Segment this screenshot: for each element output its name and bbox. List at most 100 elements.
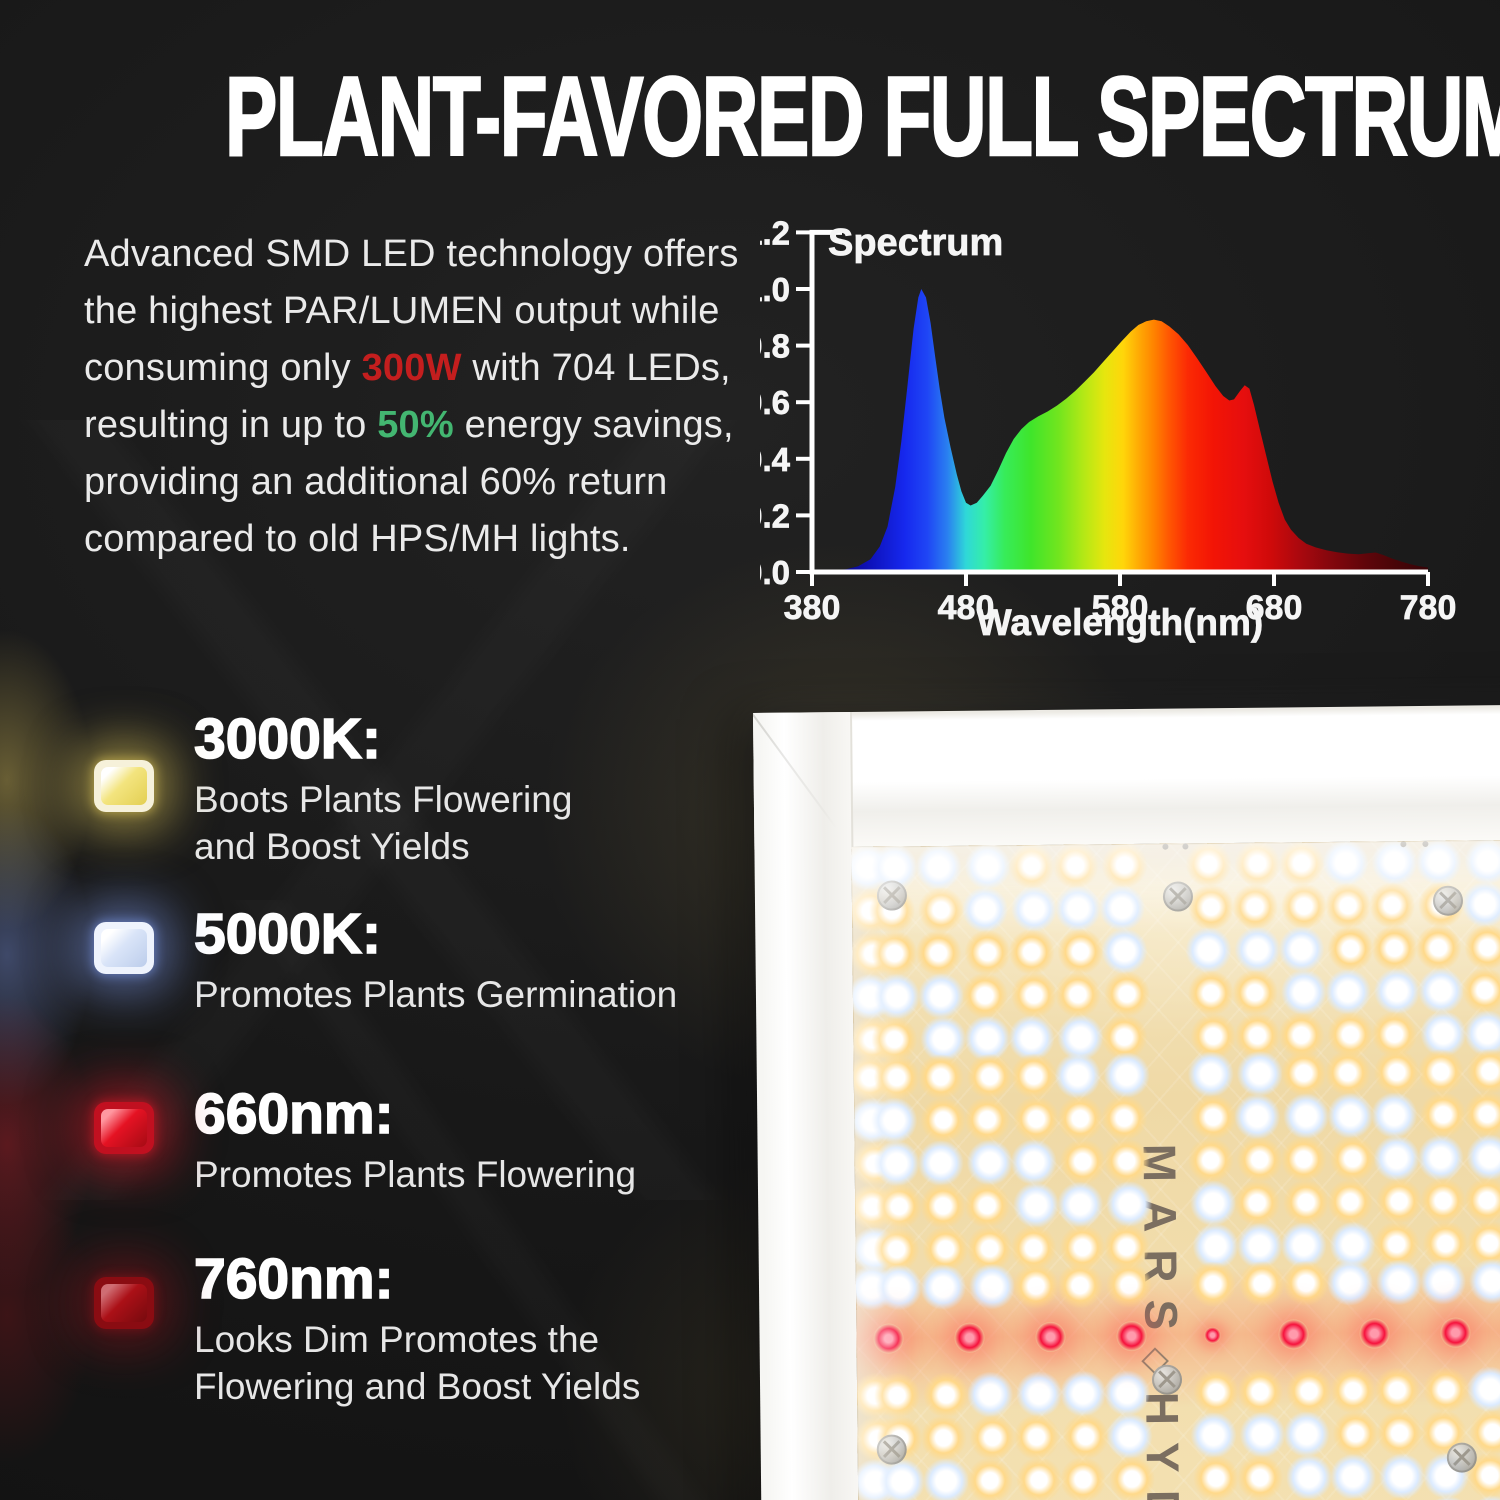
intro-text: energy savings, providing an additional … <box>84 404 734 560</box>
led-cool <box>1054 885 1102 932</box>
led-warm <box>1052 842 1099 889</box>
led-cool <box>1461 881 1500 928</box>
led-warm <box>1236 1136 1283 1183</box>
led-cool <box>1326 1259 1374 1307</box>
led-warm <box>1368 882 1416 929</box>
page-title: PLANT-FAVORED FULL SPECTRUM <box>224 54 1500 179</box>
led-warm <box>1236 1368 1284 1415</box>
led-warm <box>915 929 962 977</box>
led-cool <box>1324 968 1372 1016</box>
y-tick-label: 0.2 <box>760 497 790 534</box>
led-red <box>1278 1319 1309 1350</box>
led-warm <box>920 1414 967 1462</box>
led-cool <box>1417 1134 1464 1182</box>
led-warm <box>1417 1048 1465 1096</box>
led-warm <box>1189 1260 1237 1308</box>
led-warm <box>917 1053 965 1101</box>
led-chip-660nm-icon <box>94 1102 154 1154</box>
mounting-hole <box>1182 843 1189 850</box>
led-cool <box>1059 1370 1107 1417</box>
intro-text: with 704 LEDs, resulting in up to <box>84 347 731 446</box>
led-warm <box>1192 1368 1240 1416</box>
led-cool <box>919 1263 967 1311</box>
led-cool <box>1278 926 1325 973</box>
led-cool <box>1239 1411 1286 1458</box>
led-cool <box>1010 1138 1057 1186</box>
led-warm <box>1103 970 1151 1018</box>
led-warm <box>1285 1367 1333 1415</box>
led-red <box>1116 1320 1147 1352</box>
led-cool <box>915 843 962 891</box>
led-cool <box>1106 1412 1153 1460</box>
intro-text: Advanced SMD LED technology offers the h… <box>84 233 739 389</box>
led-warm <box>963 1182 1011 1229</box>
panel-frame-top <box>753 703 1500 850</box>
led-cool <box>1012 1181 1060 1229</box>
edge-glow-cool <box>0 805 92 1105</box>
led-cool <box>1327 1092 1374 1140</box>
led-warm <box>919 1182 967 1230</box>
led-red <box>1035 1321 1066 1353</box>
led-warm <box>1013 1095 1060 1143</box>
led-warm <box>1371 925 1418 972</box>
led-cool <box>964 843 1011 890</box>
led-warm <box>873 1372 921 1419</box>
led-warm <box>1057 1095 1104 1142</box>
led-warm <box>1192 1454 1240 1500</box>
led-warm <box>1108 1455 1156 1500</box>
chart-title: Spectrum <box>828 222 1003 264</box>
feature-description: Promotes Plants Germination <box>194 974 678 1015</box>
led-warm <box>1187 1136 1234 1184</box>
led-cool <box>1283 1092 1330 1140</box>
led-cool <box>1190 1411 1237 1459</box>
led-chip-3000k-icon <box>94 760 154 812</box>
led-warm <box>1010 1052 1058 1100</box>
led-cool <box>1054 1052 1102 1099</box>
feature-title: 660nm: <box>193 1082 394 1146</box>
led-cool <box>968 1263 1016 1310</box>
led-warm <box>1062 1413 1109 1460</box>
led-warm <box>1373 1367 1421 1414</box>
led-warm <box>917 886 965 934</box>
led-cool <box>1329 1453 1377 1500</box>
led-warm <box>964 1096 1011 1143</box>
led-chip-760nm-icon <box>94 1277 154 1329</box>
led-warm <box>1332 1496 1379 1500</box>
led-warm <box>1008 842 1055 890</box>
led-red <box>954 1322 985 1353</box>
led-cool <box>1466 1134 1500 1181</box>
feature-title: 3000K: <box>193 707 382 771</box>
led-cool <box>1187 1050 1235 1098</box>
led-warm <box>1008 928 1055 976</box>
led-warm <box>1059 1138 1106 1185</box>
led-cool <box>966 1139 1013 1186</box>
led-cool <box>1189 1179 1237 1227</box>
led-warm <box>875 1183 923 1230</box>
led-warm <box>1419 1177 1467 1225</box>
x-tick-label: 480 <box>938 589 995 627</box>
led-cool <box>1417 967 1465 1015</box>
led-cool <box>922 1457 970 1500</box>
led-warm <box>961 972 1009 1019</box>
led-warm <box>1056 1262 1104 1309</box>
led-warm <box>964 929 1011 976</box>
led-red <box>1440 1317 1471 1348</box>
led-cool <box>1234 926 1281 973</box>
feature-660nm: 660nm: Promotes Plants Flowering <box>84 1082 744 1198</box>
led-cool <box>917 972 965 1020</box>
screw-icon <box>876 1434 907 1465</box>
led-cool <box>1105 1180 1153 1228</box>
led-cool <box>873 973 921 1020</box>
led-warm <box>1231 969 1279 1016</box>
screw-icon <box>1446 1442 1477 1473</box>
mounting-hole <box>1162 843 1169 850</box>
x-tick-label: 380 <box>784 589 841 627</box>
led-cool <box>1098 884 1146 932</box>
led-warm <box>1280 1050 1328 1097</box>
y-tick-label: 0.6 <box>760 384 790 421</box>
led-warm <box>871 930 918 977</box>
panel-frame-left <box>753 711 862 1500</box>
led-warm <box>1105 1261 1153 1309</box>
y-tick-label: 0.4 <box>760 441 791 478</box>
